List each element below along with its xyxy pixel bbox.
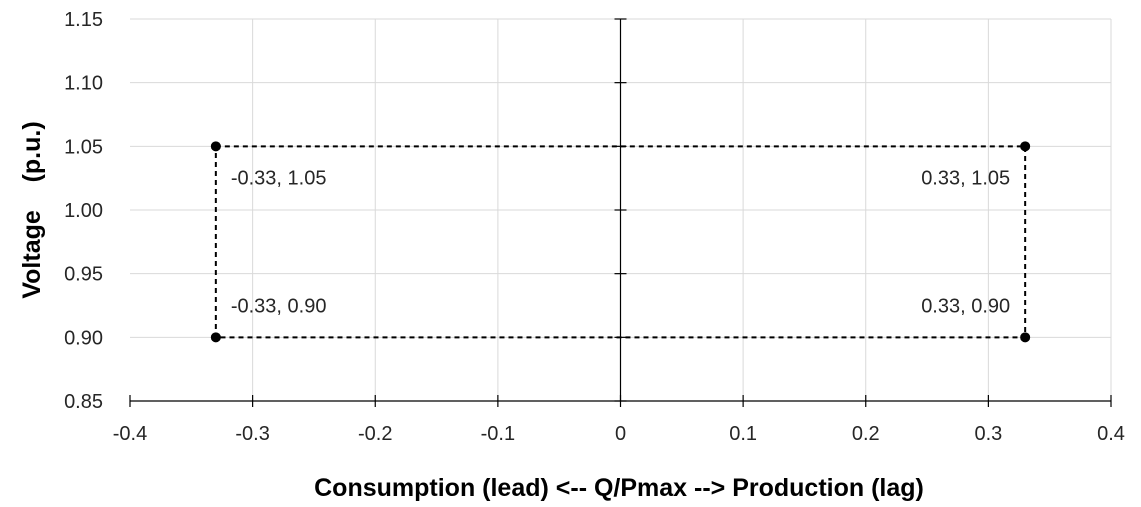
x-tick-label: -0.4 <box>113 423 147 445</box>
data-point <box>210 332 221 343</box>
y-tick-label: 0.90 <box>64 327 103 349</box>
x-tick-label: 0.1 <box>729 423 757 445</box>
tick-labels: -0.4 -0.3 -0.2 -0.1 0 0.1 0.2 0.3 0.4 0.85 0.90 0.9… <box>64 9 1125 445</box>
y-axis-title: Voltage (p.u.) <box>18 121 46 298</box>
x-tick-label: 0.2 <box>852 423 880 445</box>
data-label: -0.33, 0.90 <box>231 295 327 317</box>
x-axis-title: Consumption (lead) <-- Q/Pmax --> Produc… <box>314 474 924 502</box>
x-tick-label: -0.3 <box>235 423 269 445</box>
data-label: 0.33, 0.90 <box>921 295 1010 317</box>
x-tick-label: 0 <box>615 423 626 445</box>
y-tick-label: 1.00 <box>64 200 103 222</box>
data-series: -0.33, 1.05 0.33, 1.05 0.33, 0.90 -0.33, 0.… <box>210 141 1031 343</box>
data-label: -0.33, 1.05 <box>231 167 327 189</box>
y-tick-label: 0.85 <box>64 391 103 413</box>
data-point <box>1020 141 1031 152</box>
axes <box>129 18 1112 407</box>
data-label: 0.33, 1.05 <box>921 167 1010 189</box>
data-point <box>210 141 221 152</box>
x-tick-label: 0.3 <box>974 423 1002 445</box>
x-tick-label: -0.1 <box>481 423 515 445</box>
y-tick-label: 1.10 <box>64 73 103 95</box>
x-tick-label: 0.4 <box>1097 423 1125 445</box>
y-tick-label: 0.95 <box>64 264 103 286</box>
x-tick-label: -0.2 <box>358 423 392 445</box>
y-tick-label: 1.05 <box>64 136 103 158</box>
data-point <box>1020 332 1031 343</box>
y-tick-label: 1.15 <box>64 9 103 31</box>
